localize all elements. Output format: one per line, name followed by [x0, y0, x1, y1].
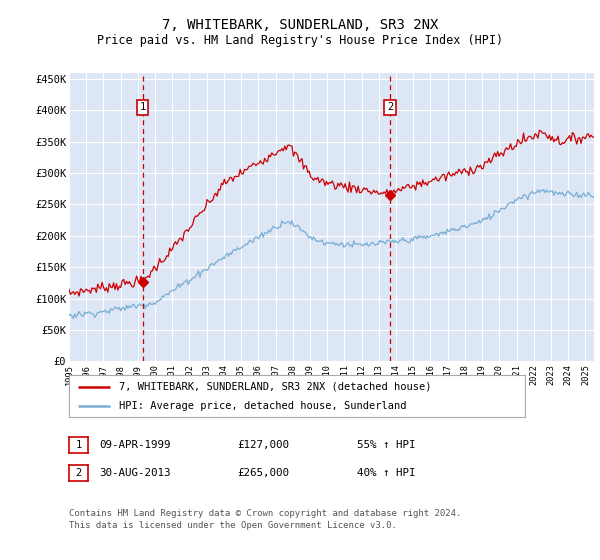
Text: Contains HM Land Registry data © Crown copyright and database right 2024.
This d: Contains HM Land Registry data © Crown c…: [69, 509, 461, 530]
Text: 1: 1: [76, 440, 82, 450]
Text: £265,000: £265,000: [237, 468, 289, 478]
Text: 40% ↑ HPI: 40% ↑ HPI: [357, 468, 415, 478]
Text: 09-APR-1999: 09-APR-1999: [99, 440, 170, 450]
Text: 7, WHITEBARK, SUNDERLAND, SR3 2NX: 7, WHITEBARK, SUNDERLAND, SR3 2NX: [162, 18, 438, 32]
Text: 7, WHITEBARK, SUNDERLAND, SR3 2NX (detached house): 7, WHITEBARK, SUNDERLAND, SR3 2NX (detac…: [119, 381, 431, 391]
Text: 2: 2: [387, 102, 394, 113]
Text: 2: 2: [76, 468, 82, 478]
Text: 1: 1: [139, 102, 146, 113]
Text: Price paid vs. HM Land Registry's House Price Index (HPI): Price paid vs. HM Land Registry's House …: [97, 34, 503, 47]
Text: 30-AUG-2013: 30-AUG-2013: [99, 468, 170, 478]
Text: 55% ↑ HPI: 55% ↑ HPI: [357, 440, 415, 450]
Text: HPI: Average price, detached house, Sunderland: HPI: Average price, detached house, Sund…: [119, 401, 407, 411]
Text: £127,000: £127,000: [237, 440, 289, 450]
